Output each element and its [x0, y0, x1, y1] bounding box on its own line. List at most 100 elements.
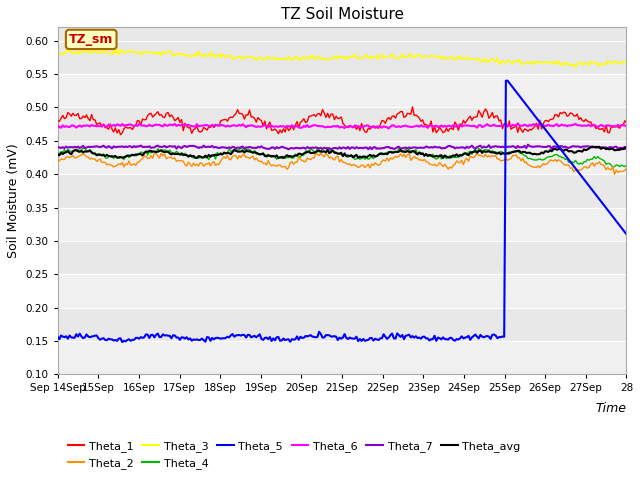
Title: TZ Soil Moisture: TZ Soil Moisture	[280, 7, 404, 22]
Bar	[58, 207, 627, 241]
Line: Theta_avg: Theta_avg	[58, 147, 627, 158]
Theta_avg	[54, 152, 61, 157]
Legend: Theta_1, Theta_2, Theta_3, Theta_4, Theta_5, Theta_6, Theta_7, Theta_avg: Theta_1, Theta_2, Theta_3, Theta_4, Thet…	[63, 437, 525, 473]
Line: Theta_1: Theta_1	[58, 107, 627, 135]
Theta_3	[623, 59, 630, 65]
Theta_1	[409, 104, 417, 110]
Theta_4	[609, 164, 617, 170]
Theta_7	[521, 143, 529, 149]
Bar	[58, 274, 627, 308]
Theta_7	[54, 144, 61, 150]
Line: Theta_5: Theta_5	[58, 81, 627, 342]
Theta_3	[374, 56, 382, 62]
Theta_4	[54, 150, 61, 156]
Theta_6	[179, 121, 187, 127]
Theta_1	[54, 118, 61, 124]
Theta_6	[223, 123, 231, 129]
Theta_4	[623, 162, 630, 168]
Theta_avg	[521, 149, 529, 155]
Bar	[58, 141, 627, 174]
Theta_7	[223, 145, 231, 151]
Theta_1	[623, 120, 630, 125]
Bar	[58, 41, 627, 74]
Theta_4	[61, 147, 68, 153]
Theta_5	[181, 336, 189, 341]
Theta_5	[61, 334, 68, 340]
Theta_3	[113, 47, 121, 52]
Theta_1	[61, 116, 68, 121]
Line: Theta_7: Theta_7	[58, 144, 627, 149]
Theta_7	[529, 144, 537, 150]
Theta_5	[623, 231, 630, 237]
Theta_2	[61, 156, 68, 162]
Theta_6	[623, 123, 630, 129]
Text: Time: Time	[595, 402, 627, 415]
Theta_1	[225, 115, 233, 121]
Bar	[58, 341, 627, 374]
Theta_5	[54, 334, 61, 340]
Theta_2	[179, 158, 187, 164]
Theta_6	[54, 122, 61, 128]
Theta_2	[54, 159, 61, 165]
Theta_avg	[223, 150, 231, 156]
Line: Theta_4: Theta_4	[58, 147, 627, 167]
Bar	[58, 108, 627, 141]
Theta_avg	[61, 150, 68, 156]
Theta_4	[179, 153, 187, 158]
Theta_2	[521, 160, 529, 166]
Theta_3	[225, 53, 233, 59]
Theta_6	[529, 121, 537, 127]
Bar	[58, 241, 627, 274]
Theta_2	[527, 164, 535, 169]
Theta_2	[223, 153, 231, 158]
Theta_5	[529, 111, 537, 117]
Theta_6	[373, 123, 381, 129]
Theta_avg	[280, 155, 287, 161]
Theta_4	[237, 144, 245, 150]
Text: TZ_sm: TZ_sm	[69, 33, 113, 46]
Theta_3	[54, 50, 61, 56]
Theta_6	[61, 124, 68, 130]
Theta_7	[524, 142, 532, 147]
Theta_1	[181, 120, 189, 126]
Theta_3	[527, 60, 535, 65]
Theta_6	[514, 120, 522, 126]
Theta_avg	[374, 152, 382, 157]
Theta_4	[374, 152, 382, 157]
Line: Theta_2: Theta_2	[58, 153, 627, 174]
Theta_7	[327, 146, 335, 152]
Theta_3	[181, 52, 189, 58]
Theta_1	[374, 125, 382, 131]
Bar	[58, 74, 627, 108]
Theta_2	[623, 166, 630, 171]
Theta_3	[572, 64, 579, 70]
Bar	[58, 174, 627, 207]
Line: Theta_6: Theta_6	[58, 123, 627, 129]
Theta_5	[502, 78, 509, 84]
Theta_4	[223, 150, 231, 156]
Theta_avg	[595, 144, 603, 150]
Theta_avg	[179, 152, 187, 157]
Theta_5	[522, 102, 530, 108]
Theta_6	[522, 122, 530, 128]
Theta_2	[373, 161, 381, 167]
Theta_2	[473, 150, 481, 156]
Theta_5	[118, 339, 126, 345]
Theta_3	[521, 60, 529, 66]
Theta_5	[225, 335, 233, 340]
Theta_1	[529, 125, 537, 131]
Theta_5	[374, 337, 382, 343]
Bar	[58, 308, 627, 341]
Theta_7	[623, 144, 630, 150]
Theta_1	[522, 127, 530, 132]
Theta_7	[374, 145, 382, 151]
Theta_7	[61, 145, 68, 151]
Y-axis label: Soil Moisture (mV): Soil Moisture (mV)	[7, 144, 20, 258]
Theta_3	[61, 51, 68, 57]
Theta_4	[527, 156, 535, 162]
Theta_1	[116, 132, 124, 138]
Theta_6	[385, 126, 392, 132]
Theta_avg	[527, 151, 535, 156]
Theta_avg	[623, 144, 630, 150]
Theta_7	[179, 144, 187, 149]
